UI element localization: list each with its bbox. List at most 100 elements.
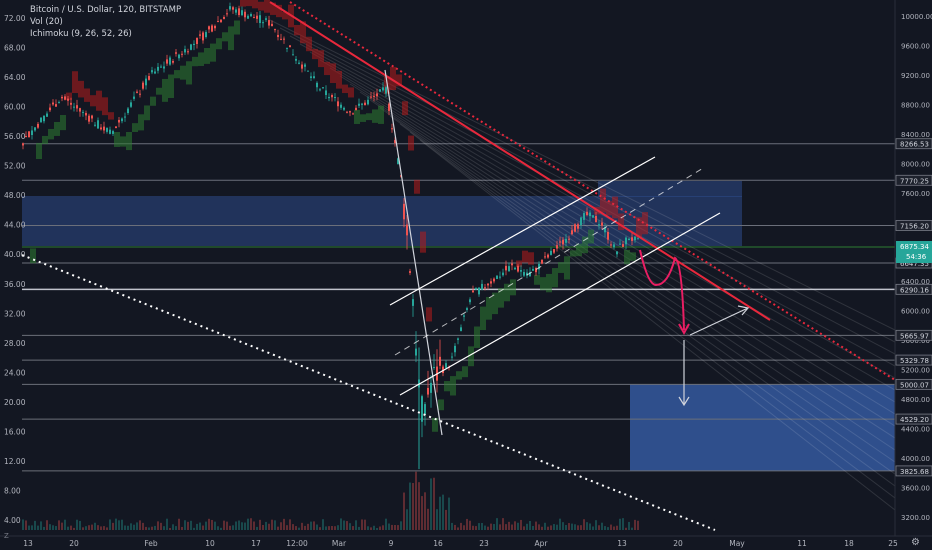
candle-body bbox=[106, 128, 108, 132]
cloud-segment bbox=[156, 87, 162, 95]
volume-bar bbox=[310, 521, 312, 530]
candle-body bbox=[271, 23, 273, 27]
cloud-segment bbox=[306, 36, 312, 52]
candle-body bbox=[517, 265, 519, 272]
left-axis-label: 44.00 bbox=[4, 221, 26, 230]
volume-bar bbox=[244, 522, 246, 530]
volume-bar bbox=[529, 520, 531, 530]
cloud-segment bbox=[240, 0, 246, 7]
volume-bar bbox=[181, 526, 183, 530]
candle-body bbox=[502, 272, 504, 276]
volume-bar bbox=[433, 477, 435, 530]
gear-icon[interactable]: ⚙ bbox=[911, 537, 920, 548]
volume-bar bbox=[52, 525, 54, 530]
ichimoku-indicator-label[interactable]: Ichimoku (9, 26, 52, 26) bbox=[30, 29, 132, 39]
volume-bar bbox=[616, 525, 618, 530]
cloud-segment bbox=[192, 56, 198, 67]
level-tag bbox=[895, 354, 932, 366]
level-tag bbox=[895, 329, 932, 341]
candle-body bbox=[550, 250, 552, 255]
volume-bar bbox=[547, 526, 549, 530]
volume-bar bbox=[361, 519, 363, 530]
cloud-segment bbox=[618, 213, 624, 231]
candle-body bbox=[46, 113, 48, 117]
support-dotted-line bbox=[21, 254, 716, 531]
cloud-segment bbox=[108, 112, 114, 120]
candle-body bbox=[454, 345, 456, 353]
left-axis-label: 36.00 bbox=[4, 280, 26, 289]
left-axis-label: 72.00 bbox=[4, 14, 26, 23]
cloud-segment bbox=[624, 249, 630, 265]
volume-bar bbox=[628, 521, 630, 530]
candle-body bbox=[580, 217, 582, 226]
current-price-label: 6875.34 bbox=[900, 243, 929, 251]
candle-body bbox=[577, 224, 579, 229]
candle-body bbox=[535, 267, 537, 273]
left-axis-label: 40.00 bbox=[4, 250, 26, 259]
candle-body bbox=[85, 112, 87, 116]
candle-body bbox=[148, 76, 150, 80]
cloud-segment bbox=[228, 26, 234, 51]
volume-bar bbox=[193, 527, 195, 530]
candle-body bbox=[427, 387, 429, 395]
candle-body bbox=[511, 263, 513, 266]
candle-body bbox=[472, 290, 474, 293]
volume-bar bbox=[64, 519, 66, 530]
volume-bar bbox=[85, 526, 87, 530]
candle-body bbox=[340, 104, 342, 108]
time-axis-label: 25 bbox=[888, 539, 898, 548]
volume-bar bbox=[535, 521, 537, 530]
candle-body bbox=[568, 238, 570, 240]
candle-body bbox=[283, 38, 285, 40]
chart-legend: Bitcoin / U.S. Dollar, 120, BITSTAMP Vol… bbox=[30, 4, 181, 40]
volume-bar bbox=[364, 519, 366, 530]
cloud-segment bbox=[450, 376, 456, 396]
volume-bar bbox=[43, 526, 45, 530]
cloud-segment bbox=[336, 70, 342, 89]
candle-body bbox=[367, 99, 369, 105]
volume-bar bbox=[130, 523, 132, 530]
candle-body bbox=[22, 143, 24, 146]
cloud-segment bbox=[396, 74, 402, 87]
candle-body bbox=[388, 103, 390, 111]
volume-bar bbox=[466, 518, 468, 530]
candle-body bbox=[616, 251, 618, 255]
volume-bar bbox=[61, 522, 63, 530]
candle-body bbox=[532, 268, 534, 271]
candle-body bbox=[562, 239, 564, 245]
symbol-title[interactable]: Bitcoin / U.S. Dollar, 120, BITSTAMP bbox=[30, 5, 182, 15]
candle-body bbox=[94, 124, 96, 126]
volume-bar bbox=[67, 526, 69, 530]
cloud-segment bbox=[582, 236, 588, 254]
volume-bar bbox=[346, 521, 348, 530]
level-tag bbox=[895, 378, 932, 390]
volume-bar bbox=[145, 526, 147, 530]
right-axis-label: 9600.00 bbox=[901, 42, 930, 50]
candle-body bbox=[559, 241, 561, 243]
candle-body bbox=[118, 119, 120, 123]
fan-line bbox=[399, 123, 896, 487]
candle-body bbox=[628, 238, 630, 241]
candle-body bbox=[475, 288, 477, 290]
volume-bar bbox=[445, 509, 447, 530]
volume-bar bbox=[307, 523, 309, 530]
candle-body bbox=[439, 356, 441, 366]
cloud-segment bbox=[528, 252, 534, 265]
volume-bar bbox=[436, 509, 438, 530]
cloud-segment bbox=[558, 262, 564, 273]
volume-bar bbox=[319, 527, 321, 530]
candle-body bbox=[265, 18, 267, 20]
time-axis-label: Feb bbox=[144, 539, 158, 548]
cloud-segment bbox=[162, 78, 168, 102]
left-axis: 72.00 68.00 64.00 60.00 56.00 52.00 48.00 44.00… bbox=[4, 14, 26, 525]
cloud-segment bbox=[246, 0, 252, 7]
volume-bar bbox=[487, 526, 489, 530]
time-axis-label: May bbox=[729, 539, 745, 548]
volume-indicator-label[interactable]: Vol (20) bbox=[30, 17, 63, 27]
volume-bar bbox=[586, 522, 588, 530]
candle-body bbox=[37, 123, 39, 128]
candle-body bbox=[310, 76, 312, 78]
volume-bar bbox=[79, 520, 81, 530]
volume-bar bbox=[97, 525, 99, 530]
